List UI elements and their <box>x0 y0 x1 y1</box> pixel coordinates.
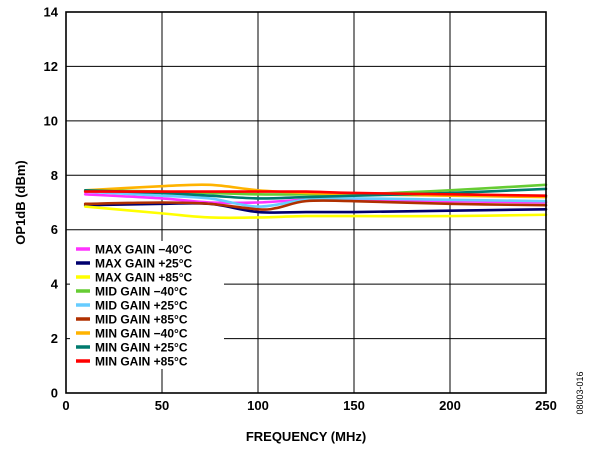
legend-entry-label: MAX GAIN +25°C <box>95 257 192 271</box>
y-tick-label: 8 <box>51 168 58 183</box>
legend-entry-label: MIN GAIN −40°C <box>95 327 188 341</box>
y-tick-label: 0 <box>51 386 58 401</box>
plot-frame <box>65 11 547 394</box>
x-tick-label: 200 <box>439 398 461 413</box>
legend-entry-label: MIN GAIN +25°C <box>95 341 188 355</box>
x-tick-label: 50 <box>155 398 169 413</box>
series-line-7 <box>83 187 548 200</box>
y-tick-label: 10 <box>44 113 58 128</box>
x-tick-label: 0 <box>62 398 69 413</box>
legend-entry-label: MIN GAIN +85°C <box>95 355 188 369</box>
series-lines <box>83 183 548 220</box>
x-tick-label: 100 <box>247 398 269 413</box>
series-line-0 <box>83 193 548 205</box>
series-line-5 <box>83 199 548 211</box>
x-tick-label: 250 <box>535 398 557 413</box>
x-axis-tick-labels: 0 50 100 150 200 250 <box>62 398 556 413</box>
y-tick-label: 2 <box>51 331 58 346</box>
legend-entry-label: MAX GAIN +85°C <box>95 271 192 285</box>
x-tick-label: 150 <box>343 398 365 413</box>
y-axis-tick-labels: 0 2 4 6 8 10 12 14 <box>44 5 59 401</box>
series-line-2 <box>83 205 548 220</box>
legend-entry-label: MAX GAIN −40°C <box>95 243 192 257</box>
legend-entry-label: MID GAIN −40°C <box>95 285 188 299</box>
y-tick-label: 6 <box>51 222 58 237</box>
legend-background <box>70 241 224 369</box>
y-tick-label: 4 <box>51 277 59 292</box>
y-tick-label: 12 <box>44 59 58 74</box>
figure-code: 08003-016 <box>575 371 585 414</box>
series-line-8 <box>83 190 548 197</box>
x-axis-title: FREQUENCY (MHz) <box>246 429 366 444</box>
legend-entry-label: MID GAIN +85°C <box>95 313 188 327</box>
y-tick-label: 14 <box>44 5 59 20</box>
y-axis-title: OP1dB (dBm) <box>13 160 28 245</box>
series-line-4 <box>83 190 548 208</box>
legend-entry-label: MID GAIN +25°C <box>95 299 188 313</box>
